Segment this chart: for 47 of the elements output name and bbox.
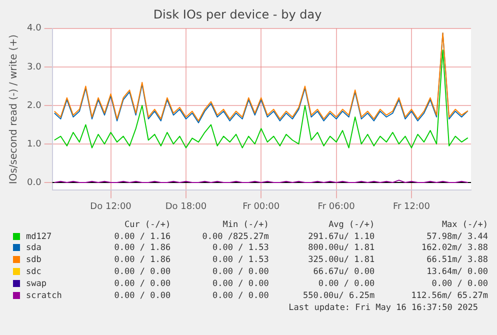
text: 0.00 / 0.00: [113, 266, 171, 278]
legend-label: sdc: [25, 266, 42, 278]
y-tick-label: 4.0: [26, 24, 42, 34]
y-tick-label: 2.0: [26, 100, 42, 111]
text: 0.00 / 0.00: [212, 266, 269, 278]
text: 0.00 / 0.00: [317, 278, 375, 290]
y-tick-label: 3.0: [26, 62, 42, 72]
legend-label: sdb: [25, 254, 42, 266]
legend-label: sda: [25, 242, 42, 254]
y-axis-title: IOs/second read (-) / write (+): [8, 34, 20, 184]
text: Cur (-/+): [124, 219, 171, 231]
legend-label: swap: [25, 278, 48, 290]
y-tick-label: 0.0: [26, 178, 42, 188]
text: 800.00u/ 1.81: [307, 242, 375, 254]
text: Avg (-/+): [328, 219, 375, 231]
text: 0.00 / 0.00: [212, 290, 269, 302]
text: 0.00 / 1.86: [113, 242, 171, 254]
x-tick-label: Fr 12:00: [392, 202, 430, 212]
text: 291.67u/ 1.10: [307, 230, 375, 243]
x-tick-label: Do 18:00: [165, 202, 207, 212]
text: Last update: Fri May 16 16:37:50 2025: [288, 302, 479, 313]
text: 0.00 / 0.00: [430, 278, 488, 290]
text: 0.00 / 1.16: [113, 230, 171, 243]
x-tick-label: Fr 06:00: [318, 202, 356, 212]
text: 13.64m/ 0.00: [426, 266, 488, 278]
text: 162.02m/ 3.88: [420, 242, 488, 254]
text: 0.00 /825.27m: [201, 230, 269, 243]
text: 0.00 / 0.00: [113, 290, 171, 302]
x-tick-label: Do 12:00: [90, 202, 132, 212]
text: 66.51m/ 3.88: [426, 254, 488, 266]
text: 0.00 / 1.53: [212, 254, 269, 266]
text: Min (-/+): [222, 219, 269, 231]
text: 0.00 / 0.00: [212, 278, 269, 290]
text: 325.00u/ 1.81: [307, 254, 375, 266]
legend-label: scratch: [25, 290, 63, 302]
text: 112.56m/ 65.27m: [410, 290, 488, 302]
text: 57.98m/ 3.44: [426, 230, 488, 243]
text: 0.00 / 0.00: [113, 278, 171, 290]
y-tick-label: 1.0: [26, 139, 42, 150]
x-tick-label: Fr 00:00: [242, 202, 280, 212]
text: 550.00u/ 6.25m: [302, 290, 375, 302]
chart-title: Disk IOs per device - by day: [153, 7, 322, 22]
text: 0.00 / 1.86: [113, 254, 171, 266]
text: Max (-/+): [440, 219, 488, 231]
text: 0.00 / 1.53: [212, 242, 269, 254]
legend-label: md127: [25, 230, 53, 243]
text: 66.67u/ 0.00: [312, 266, 375, 278]
